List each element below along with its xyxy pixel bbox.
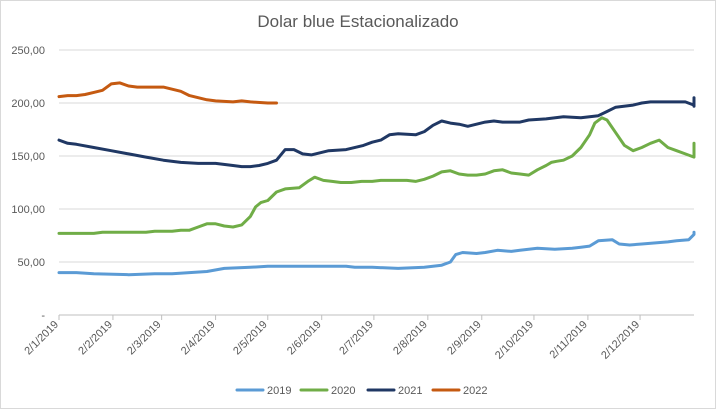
x-tick-label: 2/5/2019 (231, 319, 270, 358)
x-tick-label: 2/4/2019 (179, 319, 218, 358)
legend-label-2020: 2020 (331, 385, 355, 397)
legend: 2019 2020 2021 2022 (235, 385, 487, 397)
x-tick-label: 2/12/2019 (599, 319, 642, 362)
y-tick-label: 150,00 (11, 151, 45, 163)
x-tick-label: 2/11/2019 (547, 319, 590, 362)
x-axis-ticks: 2/1/2019 2/2/2019 2/3/2019 2/4/2019 2/5/2019… (22, 315, 642, 362)
x-tick-label: 2/8/2019 (391, 319, 430, 358)
x-tick-label: 2/2/2019 (76, 319, 115, 358)
y-tick-label: - (41, 310, 45, 322)
legend-label-2022: 2022 (463, 385, 487, 397)
x-tick-label: 2/7/2019 (337, 319, 376, 358)
legend-label-2021: 2021 (398, 385, 422, 397)
x-tick-label: 2/10/2019 (493, 319, 536, 362)
x-tick-label: 2/6/2019 (285, 319, 324, 358)
chart-title: Dolar blue Estacionalizado (257, 12, 458, 31)
series-line-2022 (57, 81, 278, 105)
series-lines (57, 81, 696, 277)
x-tick-label: 2/1/2019 (22, 319, 61, 358)
legend-label-2019: 2019 (267, 385, 291, 397)
gridlines (59, 49, 694, 316)
y-tick-label: 50,00 (17, 257, 45, 269)
series-line-2021 (57, 96, 696, 169)
x-tick-label: 2/3/2019 (125, 319, 164, 358)
y-axis-ticks: - 50,00 100,00 150,00 200,00 250,00 (11, 45, 45, 322)
series-line-2019 (57, 230, 696, 277)
y-tick-label: 200,00 (11, 98, 45, 110)
x-tick-label: 2/9/2019 (445, 319, 484, 358)
series-line-2020 (57, 116, 696, 235)
y-tick-label: 100,00 (11, 204, 45, 216)
y-tick-label: 250,00 (11, 45, 45, 57)
